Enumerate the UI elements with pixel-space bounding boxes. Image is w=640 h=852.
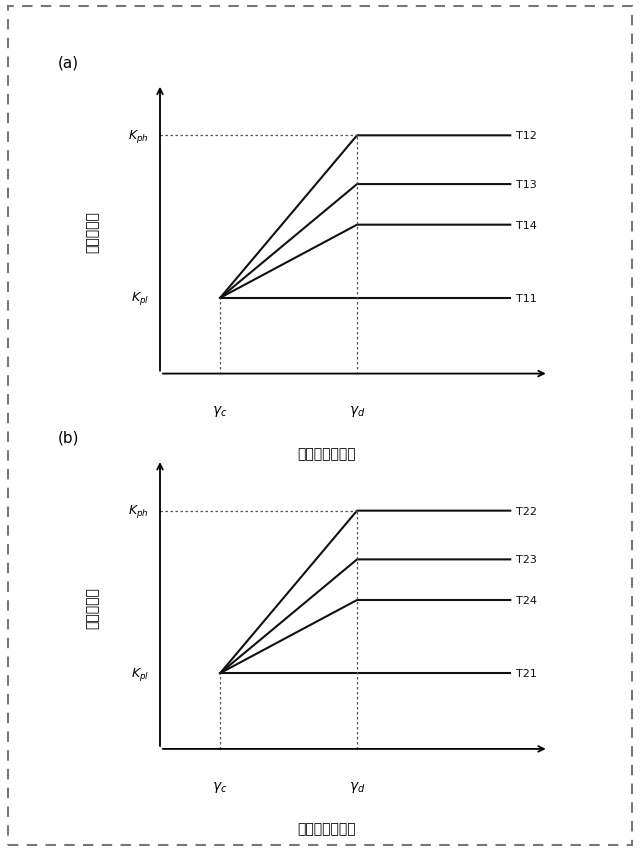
Text: T23: T23 [516, 555, 536, 565]
Text: T13: T13 [516, 180, 536, 190]
Text: $K_{ph}$: $K_{ph}$ [129, 503, 149, 520]
Text: T14: T14 [516, 221, 536, 230]
Text: $\gamma_c$: $\gamma_c$ [212, 779, 228, 794]
Text: $K_{pl}$: $K_{pl}$ [131, 290, 149, 307]
Text: T22: T22 [516, 506, 537, 516]
Text: 比例ゲイン: 比例ゲイン [86, 211, 100, 253]
Text: $\gamma_d$: $\gamma_d$ [349, 779, 365, 794]
Text: ヨーレート偶差: ヨーレート偶差 [298, 446, 356, 461]
Text: $\gamma_c$: $\gamma_c$ [212, 404, 228, 419]
Text: (a): (a) [58, 55, 79, 71]
Text: $K_{pl}$: $K_{pl}$ [131, 665, 149, 682]
Text: $K_{ph}$: $K_{ph}$ [129, 128, 149, 145]
Text: T24: T24 [516, 596, 537, 605]
Text: 積分ゲイン: 積分ゲイン [86, 586, 100, 628]
Text: T11: T11 [516, 293, 536, 303]
Text: ヨーレート偶差: ヨーレート偶差 [298, 821, 356, 836]
Text: (b): (b) [58, 430, 79, 446]
Text: T12: T12 [516, 131, 536, 141]
Text: T21: T21 [516, 668, 536, 678]
Text: $\gamma_d$: $\gamma_d$ [349, 404, 365, 419]
